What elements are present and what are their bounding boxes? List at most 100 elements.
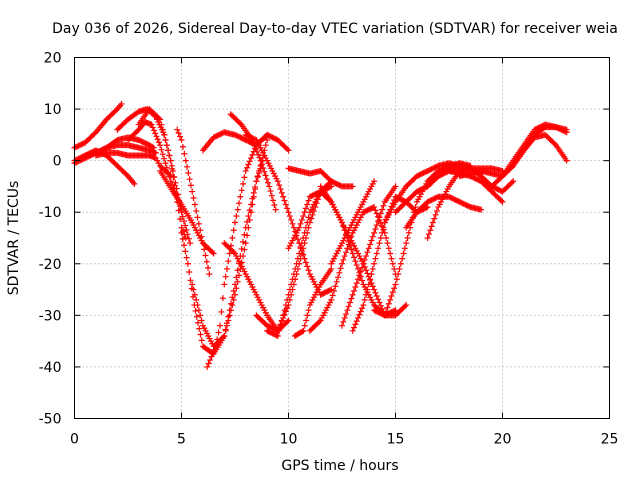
data-point: [264, 327, 271, 334]
data-point: [171, 182, 178, 189]
data-point: [383, 235, 390, 241]
data-point: [138, 138, 145, 145]
data-point: [341, 314, 348, 321]
data-point: [333, 278, 340, 285]
data-point: [372, 225, 379, 232]
data-point: [464, 202, 471, 209]
data-point: [431, 164, 438, 171]
data-point: [274, 178, 281, 185]
data-point: [368, 280, 375, 287]
data-point: [385, 245, 392, 252]
data-point: [152, 130, 159, 137]
data-point: [261, 168, 268, 175]
data-point: [316, 318, 323, 325]
data-point: [246, 158, 253, 165]
data-point: [375, 245, 382, 252]
data-point: [340, 318, 347, 325]
data-point: [376, 299, 383, 306]
data-point: [534, 125, 541, 132]
data-point: [499, 198, 506, 205]
data-point: [389, 289, 396, 296]
data-point: [282, 201, 289, 208]
data-point: [219, 334, 226, 341]
data-point: [245, 133, 252, 140]
data-point: [187, 182, 194, 189]
data-point: [184, 163, 191, 170]
data-point: [167, 157, 174, 164]
data-point: [194, 214, 201, 221]
data-point: [175, 130, 182, 137]
data-point: [313, 190, 320, 197]
data-point: [365, 245, 372, 252]
data-point: [75, 158, 82, 165]
data-point: [257, 157, 264, 164]
data-point: [448, 195, 455, 202]
data-point: [300, 213, 307, 220]
data-point: [252, 136, 259, 143]
plot-frame: [74, 57, 610, 419]
series-track-35: [456, 124, 570, 180]
data-point: [429, 219, 436, 226]
data-point: [182, 222, 189, 229]
data-point: [472, 175, 479, 182]
data-point: [250, 193, 257, 200]
data-point: [384, 240, 391, 247]
data-point: [181, 242, 188, 249]
data-point: [368, 205, 375, 212]
data-point: [419, 170, 426, 177]
data-point: [375, 296, 382, 303]
data-point: [303, 317, 310, 324]
data-point: [277, 186, 284, 193]
data-point: [376, 240, 383, 247]
data-point: [361, 256, 368, 263]
data-point: [149, 124, 156, 131]
data-point: [233, 285, 240, 292]
series-track-20: [285, 165, 356, 190]
data-point: [123, 171, 130, 178]
data-point: [205, 264, 212, 271]
data-point: [155, 115, 162, 122]
data-point: [460, 200, 467, 207]
data-point: [219, 295, 226, 302]
data-point: [309, 192, 316, 199]
y-tick-label: -50: [39, 412, 62, 428]
data-point: [452, 196, 459, 203]
data-point: [237, 193, 244, 200]
series-track-8: [135, 106, 189, 241]
data-point: [432, 195, 439, 202]
data-point: [391, 285, 398, 292]
data-point: [179, 236, 186, 243]
data-point: [328, 265, 335, 272]
data-point: [282, 308, 289, 315]
data-point: [325, 287, 332, 294]
data-point: [369, 233, 376, 240]
data-point: [456, 198, 463, 205]
data-point: [531, 126, 538, 133]
data-point: [178, 229, 185, 236]
data-point: [189, 188, 196, 195]
data-point: [157, 116, 164, 123]
data-point: [424, 167, 431, 174]
data-point: [234, 267, 241, 274]
data-point: [535, 124, 542, 131]
data-point: [415, 172, 422, 179]
data-point: [238, 135, 245, 142]
data-point: [360, 209, 367, 216]
data-point: [282, 302, 289, 309]
y-tick-label: -20: [39, 257, 62, 273]
data-point: [357, 268, 364, 275]
data-point: [265, 323, 272, 330]
data-point: [305, 214, 312, 221]
data-point: [236, 272, 243, 279]
data-point: [371, 286, 378, 293]
data-point: [424, 198, 431, 205]
data-point: [225, 258, 232, 265]
data-point: [298, 216, 305, 223]
data-point: [248, 209, 255, 216]
data-point: [182, 248, 189, 255]
data-point: [301, 229, 308, 236]
x-tick-label: 0: [70, 432, 79, 448]
data-point: [242, 167, 249, 174]
data-point: [349, 250, 356, 257]
data-point: [376, 309, 383, 316]
